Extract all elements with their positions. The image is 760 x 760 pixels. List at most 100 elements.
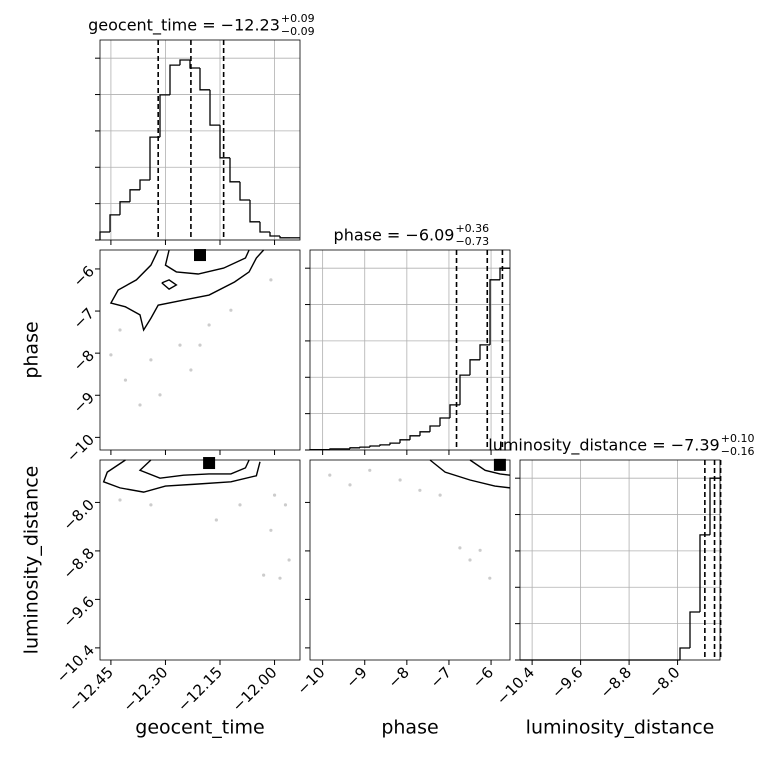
histogram-step (169, 64, 180, 95)
panel-frame (309, 249, 511, 451)
histogram-step (219, 125, 230, 159)
sample-point (278, 576, 282, 580)
sample-point (123, 378, 128, 382)
x-tick-label: −8 (384, 663, 412, 691)
title-upper: +0.36 (455, 222, 489, 235)
contour (109, 249, 265, 332)
sample-point (198, 343, 202, 347)
sample-point (458, 546, 462, 550)
contour (164, 249, 250, 275)
histogram-step (379, 444, 390, 446)
histogram-step (699, 534, 710, 612)
histogram-step (459, 374, 470, 405)
sample-point (262, 573, 266, 577)
sample-point (488, 576, 492, 580)
contour (138, 459, 250, 479)
histogram-step (389, 442, 400, 445)
panel-frame (309, 459, 511, 661)
x-tick-label: −9 (342, 663, 370, 691)
histogram-step (449, 404, 460, 418)
density-peak (203, 457, 216, 470)
histogram-step (359, 446, 370, 448)
sample-point (178, 343, 182, 347)
x-tick-label: −12.15 (174, 663, 226, 715)
x-axis-label: phase (381, 717, 438, 739)
x-tick-label: −10.4 (493, 663, 538, 708)
y-tick-label: −8.0 (60, 496, 98, 534)
x-axis-label: geocent_time (135, 717, 264, 739)
contour (429, 459, 511, 489)
title-lower: −0.09 (281, 25, 315, 38)
histogram-step (229, 157, 240, 183)
histogram-step (259, 221, 270, 233)
panel-title: luminosity_distance = −7.39 (488, 436, 719, 456)
sample-point (118, 328, 122, 332)
histogram-step (689, 611, 700, 648)
x-axis-label: luminosity_distance (526, 717, 715, 739)
histogram-step (419, 431, 430, 436)
density-peak (493, 458, 506, 471)
histogram-step (189, 60, 200, 69)
sample-point (368, 468, 372, 472)
y-axis-label: phase (21, 321, 43, 378)
y-tick-label: −9.6 (60, 593, 98, 631)
sample-point (478, 548, 482, 552)
sample-point (283, 503, 288, 507)
x-tick-label: −12.30 (119, 663, 171, 715)
y-tick-label: −8.8 (60, 544, 98, 582)
contour (102, 459, 261, 493)
sample-point (214, 518, 218, 522)
sample-point (438, 493, 442, 497)
panel-title: geocent_time = −12.23 (88, 16, 280, 36)
sample-point (109, 353, 113, 357)
panel-frame (99, 39, 301, 241)
histogram-step (139, 179, 150, 190)
panel-frame (99, 249, 301, 451)
histogram-step (439, 417, 450, 426)
histogram-step (199, 68, 210, 91)
y-tick-label: −10 (63, 431, 98, 466)
contour (161, 279, 178, 291)
histogram-step (209, 89, 220, 126)
title-lower: −0.73 (455, 235, 489, 248)
x-tick-label: −9.6 (548, 663, 586, 701)
histogram-step (489, 279, 500, 345)
sample-point (149, 358, 153, 362)
title-upper: +0.09 (281, 12, 315, 25)
sample-point (118, 498, 122, 502)
histogram-step (479, 344, 490, 360)
histogram-step (399, 439, 410, 444)
density-peak (194, 249, 206, 262)
x-tick-label: −8.0 (645, 663, 683, 701)
y-tick-label: −6 (70, 262, 98, 290)
histogram-step (129, 189, 140, 202)
sample-point (398, 478, 402, 482)
histogram-step (329, 448, 340, 450)
sample-point (348, 483, 352, 487)
y-axis-label: luminosity_distance (21, 466, 43, 655)
x-tick-label: −12.00 (229, 663, 281, 715)
histogram-step (349, 447, 360, 449)
histogram-step (249, 200, 260, 223)
y-tick-label: −8 (70, 346, 98, 374)
sample-point (149, 503, 153, 507)
histogram-step (149, 136, 160, 180)
panel-frame (519, 459, 721, 661)
histogram-step (469, 359, 480, 376)
histogram-step (709, 477, 720, 535)
sample-point (189, 368, 193, 372)
sample-point (158, 393, 162, 397)
histogram-step (369, 445, 380, 448)
sample-point (418, 488, 422, 492)
histogram-step (159, 94, 170, 138)
sample-point (328, 473, 332, 477)
histogram-step (499, 267, 510, 280)
histogram-step (429, 425, 440, 432)
y-tick-label: −9 (70, 389, 98, 417)
y-tick-label: −7 (70, 304, 98, 332)
sample-point (269, 528, 273, 532)
x-tick-label: −8.8 (597, 663, 635, 701)
sample-point (207, 323, 211, 327)
histogram-step (109, 214, 120, 232)
